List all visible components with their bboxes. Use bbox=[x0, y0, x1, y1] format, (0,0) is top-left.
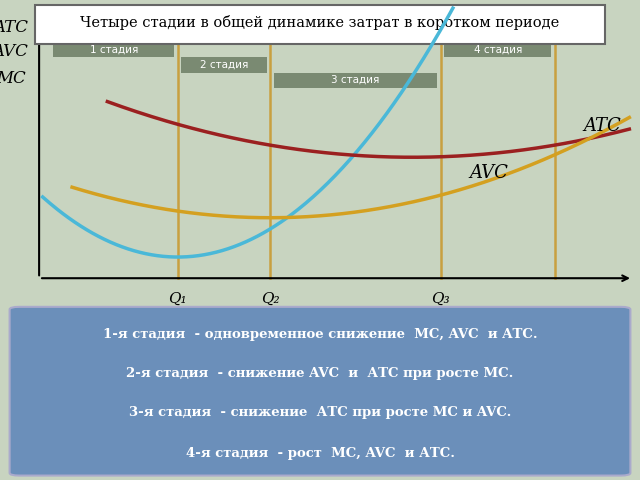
FancyBboxPatch shape bbox=[10, 307, 630, 476]
FancyBboxPatch shape bbox=[35, 4, 605, 44]
Text: Четыре стадии в общей динамике затрат в коротком периоде: Четыре стадии в общей динамике затрат в … bbox=[81, 15, 559, 30]
Bar bbox=[274, 72, 437, 88]
Text: Q₁: Q₁ bbox=[168, 292, 187, 306]
Text: AVC: AVC bbox=[0, 43, 29, 60]
Text: Q₃: Q₃ bbox=[431, 292, 450, 306]
Bar bbox=[181, 58, 267, 72]
Text: Q₂: Q₂ bbox=[261, 292, 280, 306]
Text: 3-я стадия  - снижение  АТС при росте МС и AVC.: 3-я стадия - снижение АТС при росте МС и… bbox=[129, 406, 511, 419]
Text: AVC: AVC bbox=[469, 164, 508, 182]
Text: MC: MC bbox=[0, 70, 26, 87]
Text: 3 стадия: 3 стадия bbox=[332, 75, 380, 85]
Text: 4 стадия: 4 стадия bbox=[474, 45, 522, 55]
Bar bbox=[444, 42, 551, 58]
Bar bbox=[53, 42, 174, 58]
Text: ATC: ATC bbox=[0, 19, 28, 36]
Text: 1 стадия: 1 стадия bbox=[90, 45, 138, 55]
Text: 2 стадия: 2 стадия bbox=[200, 60, 248, 70]
Text: 4-я стадия  - рост  МС, AVC  и АТС.: 4-я стадия - рост МС, AVC и АТС. bbox=[186, 447, 454, 460]
Text: 1-я стадия  - одновременное снижение  МС, AVC  и AТС.: 1-я стадия - одновременное снижение МС, … bbox=[102, 328, 538, 341]
Text: 2-я стадия  - снижение AVC  и  АТС при росте МС.: 2-я стадия - снижение AVC и АТС при рост… bbox=[126, 367, 514, 380]
Text: ATC: ATC bbox=[583, 117, 621, 135]
